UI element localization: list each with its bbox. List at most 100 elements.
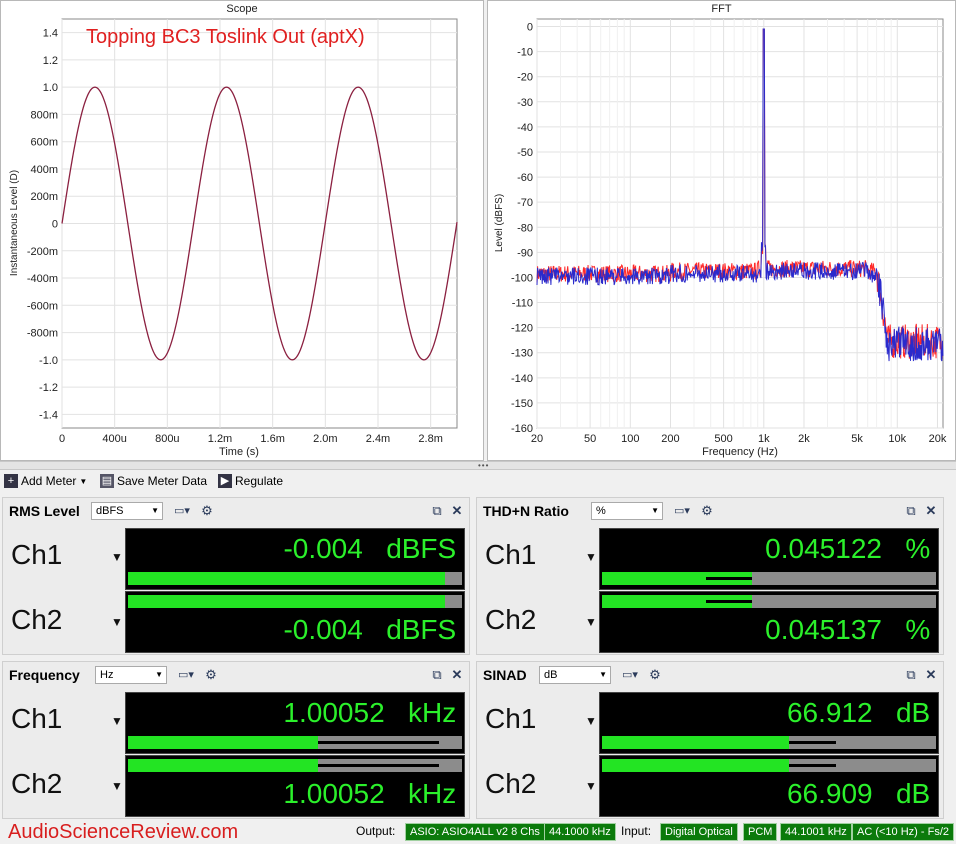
graph-settings-icon[interactable]: ▭▾ bbox=[622, 669, 638, 681]
ch2-dropdown-icon[interactable]: ▼ bbox=[585, 779, 597, 793]
ch1-unit: dBFS bbox=[386, 533, 457, 564]
fft-y-ticks: 0 -10 -20 -30 -40 -50 -60 -70 -80 -90 -100 -110 -120… bbox=[511, 22, 533, 435]
brand-watermark: AudioScienceReview.com bbox=[8, 821, 239, 843]
ch2-label: Ch2 bbox=[485, 604, 537, 635]
close-icon[interactable]: ✕ bbox=[451, 667, 463, 682]
fft-y-tick-label: -10 bbox=[517, 47, 533, 59]
ch1-dropdown-icon[interactable]: ▼ bbox=[585, 714, 597, 728]
gear-icon[interactable]: ⚙ bbox=[201, 503, 213, 518]
scope-x-tick-label: 2.0m bbox=[313, 433, 337, 445]
chevron-down-icon: ▼ bbox=[651, 506, 659, 515]
scope-annotation: Topping BC3 Toslink Out (aptX) bbox=[86, 26, 365, 48]
meter-toolbar: + Add Meter ▼ ▤ Save Meter Data ▶ Regula… bbox=[0, 470, 956, 494]
status-bar: AudioScienceReview.com Output: ASIO: ASI… bbox=[0, 820, 956, 843]
graph-settings-icon[interactable]: ▭▾ bbox=[178, 669, 194, 681]
fft-y-tick-label: -90 bbox=[517, 247, 533, 259]
unit-select-value: dBFS bbox=[96, 505, 124, 517]
input-rate-chip[interactable]: 44.1001 kHz bbox=[780, 823, 852, 841]
scope-x-tick-label: 2.4m bbox=[366, 433, 390, 445]
ch1-unit: dB bbox=[895, 697, 931, 728]
input-format-chip[interactable]: PCM bbox=[743, 823, 778, 841]
fft-y-tick-label: -30 bbox=[517, 97, 533, 109]
scope-x-tick-label: 1.6m bbox=[260, 433, 284, 445]
input-device-chip[interactable]: Digital Optical bbox=[660, 823, 738, 841]
save-icon: ▤ bbox=[100, 474, 114, 488]
gear-icon[interactable]: ⚙ bbox=[649, 667, 661, 682]
save-meter-data-button[interactable]: ▤ Save Meter Data bbox=[100, 474, 207, 488]
unit-select[interactable]: dB ▼ bbox=[539, 666, 611, 684]
ch2-unit: dBFS bbox=[386, 614, 457, 645]
ch1-display: 66.912 dB bbox=[599, 692, 939, 754]
regulate-button[interactable]: ▶ Regulate bbox=[218, 474, 283, 488]
scope-y-tick-label: -400m bbox=[27, 273, 58, 285]
scope-y-tick-label: 1.2 bbox=[43, 55, 58, 67]
unit-select[interactable]: Hz ▼ bbox=[95, 666, 167, 684]
close-icon[interactable]: ✕ bbox=[925, 503, 937, 518]
fft-plot[interactable]: 0 -10 -20 -30 -40 -50 -60 -70 -80 -90 -100 -110 -120… bbox=[488, 1, 955, 460]
fft-grid bbox=[536, 19, 943, 429]
pop-out-icon[interactable]: ⧉ bbox=[906, 667, 916, 682]
ch2-level-bar bbox=[128, 595, 462, 608]
scope-y-tick-label: -1.2 bbox=[39, 382, 58, 394]
ch1-reference-line bbox=[318, 741, 439, 744]
scope-y-tick-label: 400m bbox=[30, 164, 58, 176]
ch2-readout: -0.004 dBFS bbox=[124, 614, 464, 646]
unit-select[interactable]: % ▼ bbox=[591, 502, 663, 520]
scope-panel[interactable]: Scope 1.4 1.2 1.0 800m 600m 400m 200m 0 -200m -40… bbox=[0, 0, 484, 461]
ch2-dropdown-icon[interactable]: ▼ bbox=[585, 615, 597, 629]
scope-y-ticks: 1.4 1.2 1.0 800m 600m 400m 200m 0 -200m -400m -600… bbox=[27, 28, 58, 422]
fft-y-tick-label: 0 bbox=[527, 22, 533, 34]
ch2-reference-line bbox=[789, 764, 836, 767]
fft-panel[interactable]: FFT 0 -10 -20 -30 -40 -50 -60 -70 -80 -90 -100 -110… bbox=[487, 0, 956, 461]
ch1-label: Ch1 bbox=[485, 703, 537, 734]
gear-icon[interactable]: ⚙ bbox=[205, 667, 217, 682]
output-device-chip[interactable]: ASIO: ASIO4ALL v2 8 Chs bbox=[405, 823, 545, 841]
ch2-display: 66.909 dB bbox=[599, 755, 939, 817]
ch2-unit: dB bbox=[895, 778, 931, 809]
fft-y-tick-label: -20 bbox=[517, 72, 533, 84]
unit-select[interactable]: dBFS ▼ bbox=[91, 502, 163, 520]
pop-out-icon[interactable]: ⧉ bbox=[432, 503, 442, 518]
fft-x-tick-label: 200 bbox=[661, 433, 679, 445]
ch2-value: -0.004 bbox=[283, 614, 363, 645]
fft-x-tick-label: 10k bbox=[888, 433, 906, 445]
meter-title: THD+N Ratio bbox=[483, 503, 569, 519]
graph-settings-icon[interactable]: ▭▾ bbox=[174, 505, 190, 517]
ch1-label: Ch1 bbox=[11, 539, 63, 570]
output-rate-chip[interactable]: 44.1000 kHz bbox=[544, 823, 616, 841]
ch2-level-fill bbox=[602, 595, 753, 608]
input-coupling-chip[interactable]: AC (<10 Hz) - Fs/2 bbox=[852, 823, 954, 841]
gear-icon[interactable]: ⚙ bbox=[701, 503, 713, 518]
ch2-dropdown-icon[interactable]: ▼ bbox=[111, 779, 123, 793]
ch1-dropdown-icon[interactable]: ▼ bbox=[111, 550, 123, 564]
ch2-label: Ch2 bbox=[11, 768, 63, 799]
graph-settings-icon[interactable]: ▭▾ bbox=[674, 505, 690, 517]
ch1-readout: 66.912 dB bbox=[598, 697, 938, 729]
regulate-label: Regulate bbox=[235, 474, 284, 488]
meter-title: Frequency bbox=[9, 667, 80, 683]
close-icon[interactable]: ✕ bbox=[925, 667, 937, 682]
ch1-level-fill bbox=[602, 572, 753, 585]
close-icon[interactable]: ✕ bbox=[451, 503, 463, 518]
ch2-level-fill bbox=[602, 759, 790, 772]
scope-x-label: Time (s) bbox=[219, 446, 259, 458]
ch2-readout: 1.00052 kHz bbox=[124, 778, 464, 810]
chevron-down-icon: ▼ bbox=[155, 670, 163, 679]
pop-out-icon[interactable]: ⧉ bbox=[432, 667, 442, 682]
add-meter-button[interactable]: + Add Meter ▼ bbox=[4, 474, 87, 488]
fft-y-tick-label: -50 bbox=[517, 147, 533, 159]
pop-out-icon[interactable]: ⧉ bbox=[906, 503, 916, 518]
sinad-meter: SINAD dB ▼ ▭▾ ⚙ ⧉ ✕ Ch1 ▼ Ch2 ▼ 66.912 dB… bbox=[476, 661, 944, 819]
scope-plot[interactable]: 1.4 1.2 1.0 800m 600m 400m 200m 0 -200m -400m -600… bbox=[1, 1, 483, 460]
output-label: Output: bbox=[356, 824, 396, 838]
ch1-dropdown-icon[interactable]: ▼ bbox=[111, 714, 123, 728]
ch1-level-fill bbox=[128, 572, 446, 585]
panel-splitter[interactable]: ••• bbox=[0, 461, 956, 470]
scope-x-tick-label: 800u bbox=[155, 433, 179, 445]
meter-header: THD+N Ratio % ▼ ▭▾ ⚙ ⧉ ✕ bbox=[477, 498, 943, 524]
fft-x-tick-label: 5k bbox=[851, 433, 863, 445]
ch2-dropdown-icon[interactable]: ▼ bbox=[111, 615, 123, 629]
chevron-down-icon: ▼ bbox=[599, 670, 607, 679]
ch1-value: 66.912 bbox=[786, 697, 873, 728]
ch1-dropdown-icon[interactable]: ▼ bbox=[585, 550, 597, 564]
